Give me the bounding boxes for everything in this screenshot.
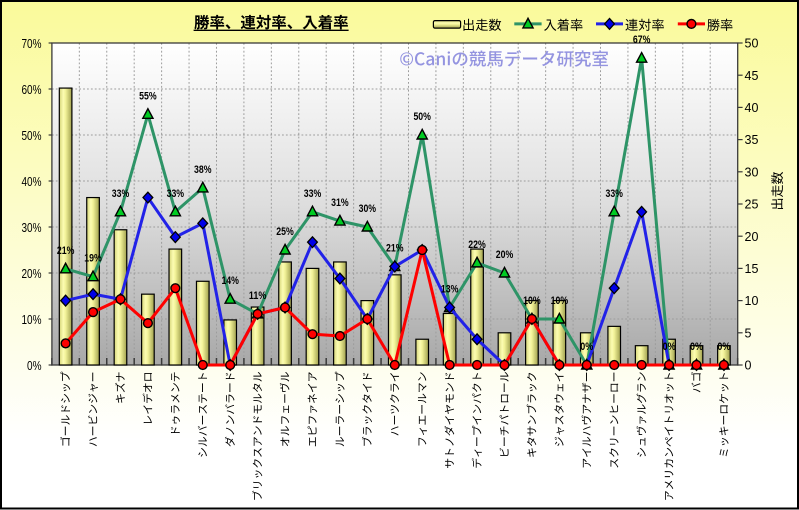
svg-text:11%: 11% xyxy=(249,290,267,302)
svg-text:31%: 31% xyxy=(331,197,349,209)
svg-text:0%: 0% xyxy=(27,359,42,373)
svg-text:0: 0 xyxy=(745,359,752,373)
svg-text:30: 30 xyxy=(745,165,759,179)
svg-text:10%: 10% xyxy=(523,295,541,307)
svg-text:10%: 10% xyxy=(551,295,569,307)
svg-text:50%: 50% xyxy=(413,111,431,123)
svg-text:70%: 70% xyxy=(22,37,42,51)
svg-text:22%: 22% xyxy=(468,239,486,251)
svg-text:33%: 33% xyxy=(304,188,322,200)
svg-text:25: 25 xyxy=(745,198,759,212)
svg-text:15: 15 xyxy=(745,262,759,276)
svg-text:20%: 20% xyxy=(22,267,42,281)
svg-text:55%: 55% xyxy=(139,90,157,102)
svg-text:33%: 33% xyxy=(112,188,130,200)
svg-text:0%: 0% xyxy=(663,341,676,353)
svg-text:0%: 0% xyxy=(717,341,730,353)
svg-text:50: 50 xyxy=(745,37,759,51)
svg-text:38%: 38% xyxy=(194,164,212,176)
svg-text:10: 10 xyxy=(745,294,759,308)
svg-text:14%: 14% xyxy=(221,275,239,287)
svg-text:13%: 13% xyxy=(441,284,459,296)
svg-text:30%: 30% xyxy=(359,203,377,215)
svg-text:60%: 60% xyxy=(22,83,42,97)
svg-text:50%: 50% xyxy=(22,129,42,143)
svg-text:40: 40 xyxy=(745,101,759,115)
svg-text:19%: 19% xyxy=(84,253,102,265)
svg-text:0%: 0% xyxy=(580,341,593,353)
svg-text:0%: 0% xyxy=(690,341,703,353)
svg-text:35: 35 xyxy=(745,133,759,147)
svg-text:21%: 21% xyxy=(57,245,75,257)
svg-text:40%: 40% xyxy=(22,175,42,189)
svg-text:45: 45 xyxy=(745,69,759,83)
svg-text:67%: 67% xyxy=(633,34,651,46)
svg-text:20: 20 xyxy=(745,230,759,244)
svg-text:33%: 33% xyxy=(167,188,185,200)
svg-text:5: 5 xyxy=(745,326,752,340)
svg-text:25%: 25% xyxy=(276,226,294,238)
svg-text:21%: 21% xyxy=(386,243,404,255)
svg-text:10%: 10% xyxy=(22,313,42,327)
svg-text:33%: 33% xyxy=(605,188,623,200)
svg-text:20%: 20% xyxy=(496,249,514,261)
svg-text:30%: 30% xyxy=(22,221,42,235)
